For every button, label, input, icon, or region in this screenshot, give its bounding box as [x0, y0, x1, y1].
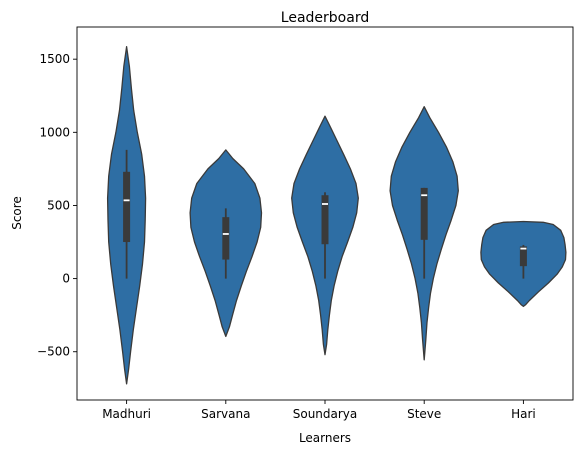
- x-axis-label: Learners: [299, 431, 351, 445]
- x-tick-label: Madhuri: [102, 407, 151, 421]
- y-tick-label: 1500: [39, 52, 70, 66]
- violins-layer: [106, 46, 567, 385]
- violin-iqr-box: [321, 195, 329, 245]
- violin-iqr-box: [123, 171, 131, 243]
- x-axis: Madhuri Sarvana Soundarya Steve Hari: [102, 400, 536, 421]
- x-tick-label: Hari: [511, 407, 536, 421]
- chart-title: Leaderboard: [281, 10, 369, 26]
- y-tick-label: 1000: [39, 125, 70, 139]
- y-tick-label: 500: [47, 198, 70, 212]
- y-tick-label: −500: [37, 345, 70, 359]
- violin-iqr-box: [519, 246, 527, 267]
- violin-iqr-box: [420, 187, 428, 240]
- y-tick-label: 0: [62, 272, 70, 286]
- x-tick-label: Steve: [407, 407, 441, 421]
- y-axis: −500 0 500 1000 1500: [37, 52, 77, 359]
- x-tick-label: Sarvana: [201, 407, 250, 421]
- y-axis-label: Score: [10, 196, 24, 230]
- x-tick-label: Soundarya: [293, 407, 358, 421]
- violin-iqr-box: [222, 217, 230, 260]
